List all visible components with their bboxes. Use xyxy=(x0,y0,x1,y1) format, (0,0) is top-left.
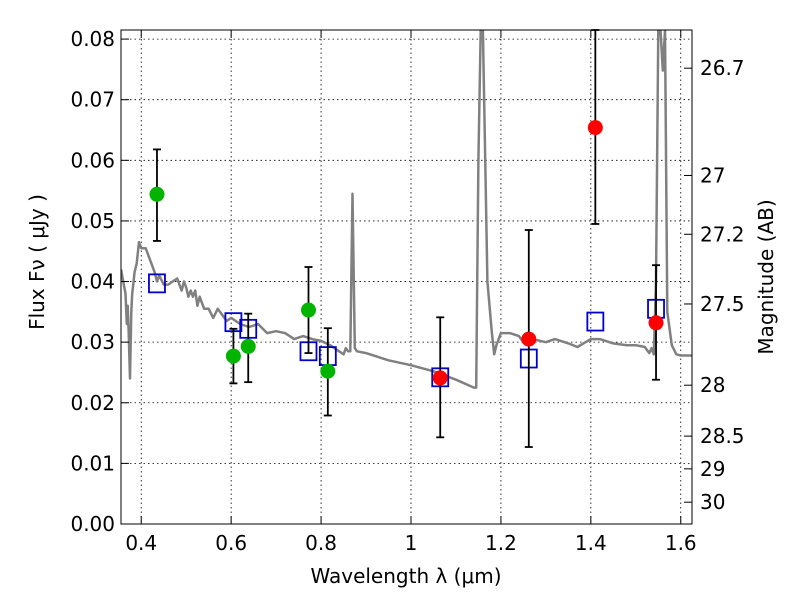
x-tick-label: 1 xyxy=(405,531,418,555)
y-tick-label: 0.01 xyxy=(70,451,115,475)
x-tick-label: 1.4 xyxy=(575,531,607,555)
data-layer xyxy=(121,30,692,389)
y2-axis-title: Magnitude (AB) xyxy=(754,199,778,354)
plot-frame xyxy=(120,29,693,525)
y2-tick-label: 30 xyxy=(700,490,725,514)
x-tick-label: 0.6 xyxy=(215,531,247,555)
observed-flux-point xyxy=(648,315,664,331)
y2-tick-label: 29 xyxy=(700,457,725,481)
observed-flux-point xyxy=(149,186,165,202)
y-tick-label: 0.03 xyxy=(70,330,115,354)
y2-tick-label: 27 xyxy=(700,163,725,187)
plot-background xyxy=(121,30,692,524)
y-tick-label: 0.07 xyxy=(70,88,115,112)
y2-tick-label: 28 xyxy=(700,373,725,397)
y-axis-title: Flux Fν ( μJy ) xyxy=(25,194,49,330)
model-flux-square xyxy=(586,311,605,332)
y-tick-label: 0.04 xyxy=(70,270,115,294)
template-spectrum-line xyxy=(121,30,692,389)
x-tick-label: 0.4 xyxy=(125,531,157,555)
y-tick-label: 0.06 xyxy=(70,148,115,172)
observed-flux-point xyxy=(225,348,241,364)
y-tick-label: 0.05 xyxy=(70,209,115,233)
observed-flux-point xyxy=(587,120,603,136)
model-flux-square xyxy=(148,273,166,294)
y-tick-label: 0.08 xyxy=(70,27,115,51)
marker-layer xyxy=(148,29,665,448)
y-tick-label: 0.00 xyxy=(70,512,115,536)
observed-flux-point xyxy=(320,363,336,379)
y2-tick-label: 28.5 xyxy=(700,424,745,448)
x-tick-label: 1.6 xyxy=(665,531,697,555)
observed-flux-point xyxy=(240,338,256,354)
y2-tick-label: 26.7 xyxy=(700,56,745,80)
x-axis-title: Wavelength λ (μm) xyxy=(310,564,501,588)
observed-flux-point xyxy=(521,331,537,347)
observed-flux-point xyxy=(432,370,448,386)
y2-tick-label: 27.2 xyxy=(700,222,745,246)
x-tick-label: 0.8 xyxy=(305,531,337,555)
axis-ticks: 0.4 0.6 0.8 1 1.2 1.4 1.6 0.00 0.01 0.02 0.03 0.04 0… xyxy=(70,27,744,555)
y-tick-label: 0.02 xyxy=(70,391,115,415)
x-tick-label: 1.2 xyxy=(485,531,517,555)
y2-tick-label: 27.5 xyxy=(700,292,745,316)
observed-flux-point xyxy=(300,302,316,318)
